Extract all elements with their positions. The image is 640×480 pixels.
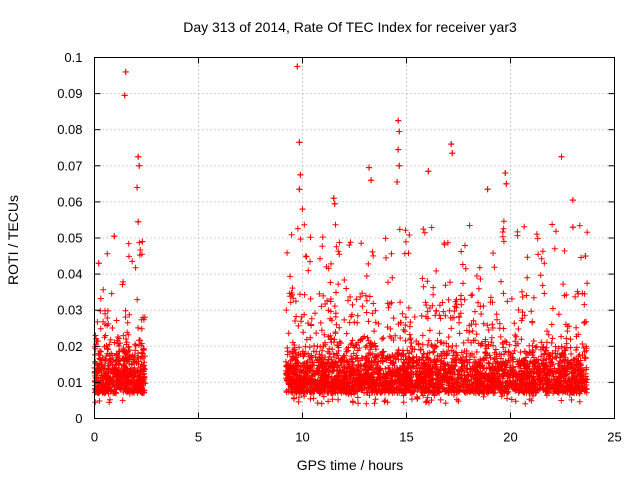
grid-lines	[94, 57, 615, 419]
data-point	[296, 186, 303, 193]
data-point	[569, 224, 576, 231]
data-point	[299, 206, 306, 213]
data-point	[396, 162, 403, 169]
y-tick-label: 0	[75, 411, 82, 426]
data-point	[569, 197, 576, 204]
data-point	[449, 150, 456, 157]
data-point	[330, 195, 337, 202]
y-tick-label: 0.01	[57, 375, 82, 390]
data-point	[368, 177, 375, 184]
y-tick-label: 0.1	[64, 50, 82, 65]
data-point	[395, 117, 402, 124]
data-point	[448, 141, 455, 148]
data-point	[135, 218, 142, 225]
data-point	[394, 179, 401, 186]
data-point	[95, 260, 102, 267]
x-tick-label: 15	[399, 430, 413, 445]
x-axis-label: GPS time / hours	[297, 457, 404, 473]
x-tick-label: 0	[91, 430, 98, 445]
data-point	[396, 128, 403, 135]
x-tick-label: 5	[195, 430, 202, 445]
chart-title: Day 313 of 2014, Rate Of TEC Index for r…	[183, 19, 517, 35]
data-point	[296, 139, 303, 146]
data-point	[122, 68, 129, 75]
data-point	[135, 153, 142, 160]
axis-ticks	[94, 57, 615, 419]
data-point	[331, 200, 338, 207]
data-point	[136, 162, 143, 169]
y-tick-label: 0.07	[57, 158, 82, 173]
data-point	[582, 253, 589, 260]
data-point	[297, 171, 304, 178]
y-tick-label: 0.05	[57, 231, 82, 246]
data-point	[366, 164, 373, 171]
data-point	[134, 184, 141, 191]
data-point	[139, 238, 146, 245]
data-point	[111, 233, 118, 240]
data-points-layer	[91, 63, 591, 407]
data-point	[294, 63, 301, 70]
y-tick-label: 0.03	[57, 303, 82, 318]
y-axis-label: ROTI / TECUs	[5, 195, 21, 285]
y-tick-label: 0.02	[57, 339, 82, 354]
data-point	[484, 186, 491, 193]
data-point	[503, 180, 510, 187]
data-point-markers	[91, 63, 591, 407]
y-tick-label: 0.04	[57, 267, 82, 282]
tick-labels: 0 5 10 15 20 25 0 0.01 0.02 0.03 0.04 0.05 0.06 0.07 0…	[57, 50, 622, 445]
y-tick-label: 0.06	[57, 194, 82, 209]
data-point	[502, 170, 509, 177]
x-tick-label: 10	[295, 430, 309, 445]
y-tick-label: 0.09	[57, 86, 82, 101]
data-point	[558, 153, 565, 160]
data-point	[395, 146, 402, 153]
x-tick-label: 20	[503, 430, 517, 445]
y-tick-label: 0.08	[57, 122, 82, 137]
x-tick-label: 25	[607, 430, 621, 445]
data-point	[425, 168, 432, 175]
data-point	[121, 92, 128, 99]
